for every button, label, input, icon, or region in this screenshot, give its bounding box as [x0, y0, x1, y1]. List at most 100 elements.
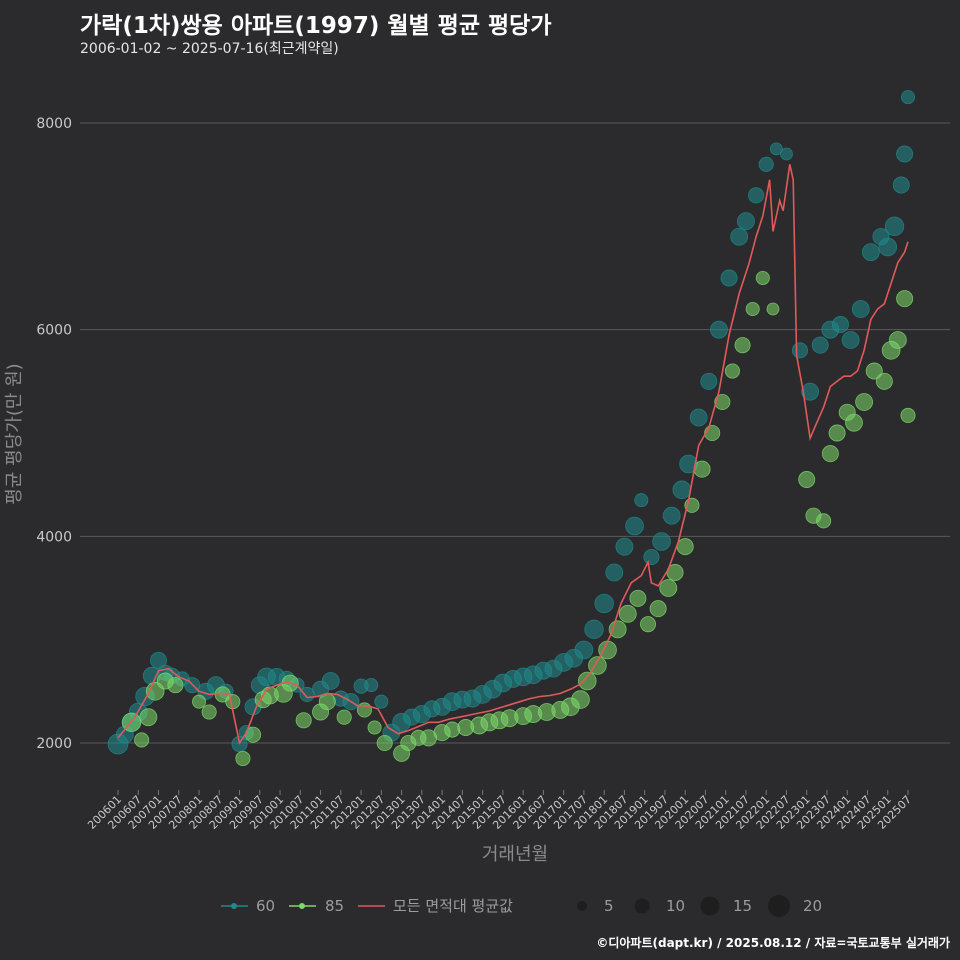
- y-axis-title: 평균 평당가(만 원): [4, 363, 25, 504]
- series-85-point: [875, 372, 893, 390]
- series-85-point: [192, 694, 207, 709]
- series-85-point: [855, 393, 874, 411]
- series-60-point: [634, 493, 649, 508]
- legend-85-dot: [299, 903, 305, 909]
- series-60-point: [730, 227, 749, 246]
- series-60-point: [780, 147, 793, 161]
- legend-size-15-label: 15: [733, 897, 752, 915]
- legend-avg-label: 모든 면적대 평균값: [393, 897, 513, 915]
- series-85-point: [598, 640, 617, 660]
- series-85-points: [121, 270, 916, 767]
- series-60-point: [643, 548, 660, 566]
- series-85-point: [577, 671, 597, 691]
- series-85-point: [896, 290, 914, 308]
- series-60-point: [892, 176, 910, 194]
- series-85-point: [225, 694, 241, 710]
- series-85-point: [376, 734, 393, 752]
- series-60-point: [831, 316, 849, 333]
- series-85-point: [356, 702, 372, 718]
- series-60-point: [662, 506, 681, 525]
- y-tick-label: 6000: [36, 323, 72, 339]
- series-85-point: [798, 471, 816, 488]
- legend-60-dot: [231, 903, 237, 909]
- series-60-point: [884, 216, 905, 237]
- series-85-point: [714, 393, 731, 411]
- series-85-point: [134, 732, 150, 748]
- legend-size-5-dot: [577, 901, 587, 911]
- series-60-point: [625, 516, 644, 536]
- legend-size-10-label: 10: [666, 897, 685, 915]
- y-tick-label: 8000: [36, 116, 72, 132]
- series-60-point: [299, 686, 315, 702]
- legend-size-15-dot: [700, 896, 720, 916]
- series-60-point: [791, 342, 808, 359]
- series-60-point: [896, 145, 914, 163]
- series-85-point: [865, 362, 883, 380]
- series-60-point: [615, 537, 634, 556]
- y-axis-ticks: 2000 4000 6000 8000: [36, 116, 72, 752]
- series-85-point: [608, 620, 627, 639]
- series-60-point: [811, 336, 829, 354]
- legend-85-label: 85: [325, 897, 344, 915]
- series-60-point: [901, 90, 916, 105]
- series-60-point: [594, 593, 614, 614]
- series-85-point: [816, 513, 832, 529]
- series-60-point: [689, 408, 708, 427]
- series-85-point: [571, 690, 590, 709]
- series-60-point: [710, 320, 728, 339]
- series-60-point: [574, 640, 594, 660]
- series-60-point: [652, 532, 671, 551]
- series-60-point: [748, 187, 765, 204]
- legend-size-20-dot: [768, 895, 790, 917]
- series-85-point: [734, 337, 751, 354]
- legend: 60 85 모든 면적대 평균값 5 10 15 20: [221, 895, 822, 917]
- x-axis-ticks: 2006012006072007012007072008012008072009…: [85, 790, 914, 832]
- series-60-point: [672, 480, 692, 500]
- series-60-point: [878, 237, 898, 257]
- series-60-point: [737, 212, 755, 231]
- series-85-point: [318, 693, 336, 711]
- series-60-point: [364, 678, 379, 693]
- series-85-point: [755, 270, 770, 285]
- series-60-point: [841, 331, 860, 349]
- series-85-point: [693, 460, 711, 478]
- series-85-point: [821, 445, 839, 463]
- series-60-point: [758, 156, 774, 172]
- series-85-point: [659, 579, 678, 597]
- series-85-point: [367, 720, 382, 735]
- series-85-point: [201, 704, 217, 720]
- legend-60-label: 60: [256, 897, 275, 915]
- series-60-point: [720, 269, 738, 287]
- series-85-point: [336, 709, 352, 725]
- series-85-point: [640, 616, 657, 633]
- series-85-point: [888, 331, 907, 349]
- series-85-point: [900, 407, 916, 423]
- series-85-point: [649, 600, 667, 618]
- series-85-point: [766, 302, 780, 316]
- series-85-point: [724, 363, 740, 379]
- source-caption: ©디아파트(dapt.kr) / 2025.08.12 / 자료=국토교통부 실…: [596, 936, 950, 950]
- series-85-point: [618, 604, 637, 623]
- chart-title: 가락(1차)쌍용 아파트(1997) 월별 평균 평당가: [80, 13, 552, 39]
- chart-subtitle: 2006-01-02 ~ 2025-07-16(최근계약일): [80, 41, 339, 57]
- grid-lines: [80, 122, 950, 744]
- average-price-line: [117, 164, 909, 746]
- legend-size-20-label: 20: [803, 897, 822, 915]
- x-axis-title: 거래년월: [482, 844, 548, 865]
- legend-size-5-label: 5: [604, 897, 614, 915]
- series-60-point: [769, 142, 783, 156]
- series-60-point: [801, 382, 819, 401]
- series-85-point: [139, 708, 158, 727]
- series-85-point: [167, 677, 184, 694]
- series-85-point: [745, 301, 760, 316]
- y-tick-label: 4000: [36, 529, 72, 545]
- series-85-point: [828, 424, 846, 442]
- average-line-layer: [117, 164, 909, 746]
- series-85-point: [629, 589, 647, 607]
- series-60-point: [700, 372, 718, 390]
- series-85-point: [295, 712, 312, 729]
- series-85-point: [235, 750, 251, 767]
- series-85-point: [704, 424, 721, 442]
- series-60-point: [321, 672, 340, 690]
